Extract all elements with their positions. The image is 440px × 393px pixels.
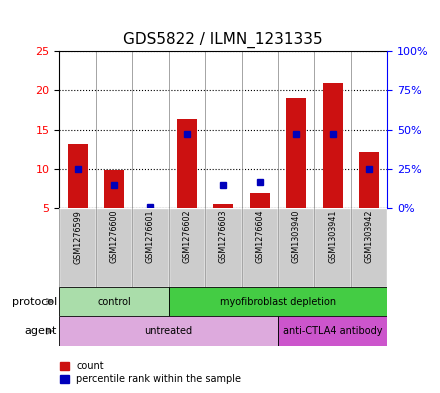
Text: GSM1276604: GSM1276604 (255, 210, 264, 263)
Bar (177, 119, 197, 208)
Bar (351, 208, 387, 287)
Title: GDS5822 / ILMN_1231335: GDS5822 / ILMN_1231335 (124, 32, 323, 48)
Text: GSM1276601: GSM1276601 (146, 210, 155, 263)
Bar (359, 152, 379, 208)
Bar (314, 208, 351, 287)
Bar (59, 208, 96, 287)
Bar (205, 208, 242, 287)
Bar (169, 287, 387, 316)
Bar (278, 208, 314, 287)
Text: agent: agent (25, 326, 57, 336)
Text: GSM1276599: GSM1276599 (73, 210, 82, 264)
Text: myofibroblast depletion: myofibroblast depletion (220, 297, 336, 307)
Text: anti-CTLA4 antibody: anti-CTLA4 antibody (283, 326, 382, 336)
Bar (278, 316, 387, 346)
Bar (213, 204, 233, 208)
Bar (242, 208, 278, 287)
Text: GSM1303941: GSM1303941 (328, 210, 337, 263)
Text: GSM1303942: GSM1303942 (364, 210, 374, 263)
Text: control: control (97, 297, 131, 307)
Text: protocol: protocol (12, 297, 57, 307)
Bar (132, 208, 169, 287)
Legend: count, percentile rank within the sample: count, percentile rank within the sample (60, 361, 242, 384)
Text: untreated: untreated (145, 326, 193, 336)
Bar (96, 208, 132, 287)
Bar (323, 83, 343, 208)
Text: GSM1303940: GSM1303940 (292, 210, 301, 263)
Bar (286, 98, 306, 208)
Bar (68, 144, 88, 208)
Bar (169, 208, 205, 287)
Text: GSM1276602: GSM1276602 (182, 210, 191, 263)
Bar (250, 193, 270, 208)
Bar (104, 170, 124, 208)
Bar (59, 287, 169, 316)
Bar (59, 316, 278, 346)
Text: GSM1276603: GSM1276603 (219, 210, 228, 263)
Text: GSM1276600: GSM1276600 (110, 210, 118, 263)
